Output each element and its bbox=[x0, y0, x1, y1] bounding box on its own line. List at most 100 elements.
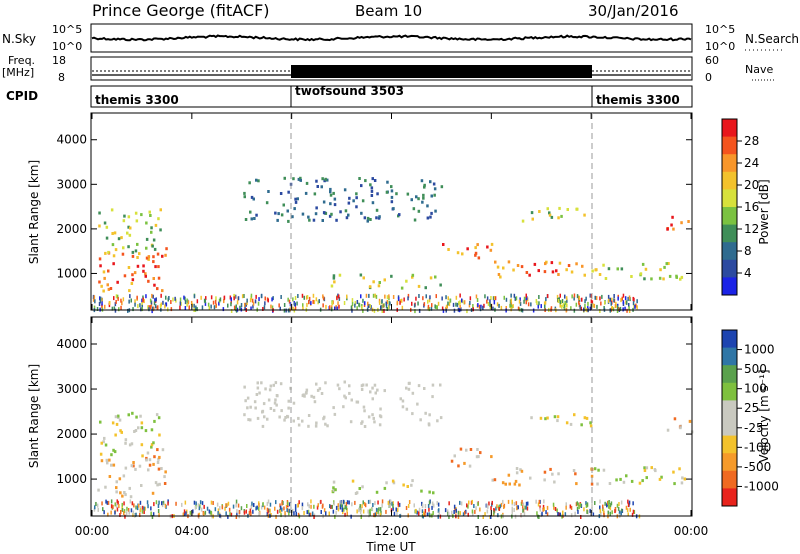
data-cell-power bbox=[100, 284, 103, 288]
data-cell-power bbox=[583, 213, 586, 217]
near-range-cell-vel bbox=[161, 503, 164, 508]
data-cell-vel bbox=[316, 388, 320, 392]
power-panel-frame bbox=[90, 112, 693, 311]
near-range-cell-vel bbox=[258, 511, 260, 516]
near-range-cell-vel bbox=[97, 507, 99, 512]
data-cell-vel bbox=[436, 419, 439, 423]
data-cell-vel bbox=[104, 443, 108, 447]
data-cell-vel bbox=[123, 491, 126, 494]
near-range-cell-vel bbox=[535, 499, 537, 504]
near-range-cell-vel bbox=[488, 501, 490, 506]
near-range-cell-vel bbox=[342, 510, 344, 515]
near-range-cell-power bbox=[458, 301, 460, 306]
near-range-cell-vel bbox=[193, 500, 196, 505]
data-cell-vel bbox=[351, 479, 355, 483]
near-range-cell-vel bbox=[135, 512, 137, 517]
near-range-cell-power bbox=[188, 305, 190, 310]
data-cell-power bbox=[282, 203, 285, 207]
near-range-cell-vel bbox=[599, 499, 601, 504]
data-cell-vel bbox=[549, 467, 552, 471]
near-range-cell-vel bbox=[392, 501, 394, 506]
near-range-cell-vel bbox=[164, 503, 167, 508]
data-cell-vel bbox=[360, 421, 363, 425]
data-cell-vel bbox=[645, 476, 648, 480]
data-cell-vel bbox=[453, 454, 456, 458]
near-range-cell-power bbox=[455, 302, 457, 307]
data-cell-vel bbox=[410, 483, 413, 487]
near-range-cell-vel bbox=[397, 501, 399, 506]
near-range-cell-power bbox=[526, 296, 528, 301]
data-cell-vel bbox=[476, 448, 479, 451]
near-range-cell-vel bbox=[276, 509, 279, 514]
near-range-cell-vel bbox=[424, 504, 427, 508]
near-range-cell-vel bbox=[333, 501, 335, 506]
data-cell-power bbox=[294, 200, 298, 204]
near-range-cell-vel bbox=[206, 506, 209, 511]
near-range-cell-vel bbox=[195, 501, 197, 506]
near-range-cell-vel bbox=[362, 509, 365, 514]
near-range-cell-power bbox=[493, 300, 496, 305]
data-cell-vel bbox=[597, 468, 600, 472]
near-range-cell-power bbox=[233, 296, 235, 301]
near-range-cell-vel bbox=[335, 510, 337, 515]
near-range-cell-power bbox=[122, 297, 125, 302]
near-range-cell-power bbox=[214, 299, 217, 304]
cbar-swatch bbox=[722, 488, 737, 507]
near-range-cell-power bbox=[378, 300, 381, 305]
data-cell-vel bbox=[392, 481, 396, 485]
near-range-cell-power bbox=[475, 294, 478, 299]
data-cell-vel bbox=[287, 406, 290, 410]
data-cell-vel bbox=[124, 441, 127, 445]
data-cell-vel bbox=[135, 415, 138, 419]
near-range-cell-power bbox=[599, 296, 601, 301]
near-range-cell-vel bbox=[543, 507, 545, 512]
data-cell-vel bbox=[278, 415, 281, 419]
data-cell-power bbox=[274, 211, 277, 215]
near-range-cell-power bbox=[264, 296, 266, 301]
near-range-cell-vel bbox=[309, 512, 312, 517]
near-range-cell-power bbox=[619, 306, 622, 311]
data-cell-power bbox=[326, 178, 329, 182]
near-range-cell-vel bbox=[359, 504, 361, 509]
near-range-cell-vel bbox=[591, 503, 593, 508]
ytick-label: 3000 bbox=[56, 382, 87, 396]
near-range-cell-vel bbox=[542, 504, 545, 509]
near-range-cell-vel bbox=[432, 511, 434, 515]
near-range-cell-power bbox=[213, 305, 216, 310]
data-cell-power bbox=[107, 269, 110, 273]
near-range-cell-power bbox=[370, 305, 372, 310]
near-range-cell-vel bbox=[522, 502, 525, 507]
near-range-cell-power bbox=[362, 308, 364, 313]
near-range-cell-vel bbox=[127, 508, 130, 512]
data-cell-power bbox=[98, 280, 101, 284]
data-cell-power bbox=[548, 211, 551, 215]
near-range-cell-vel bbox=[186, 509, 188, 514]
data-cell-vel bbox=[367, 415, 371, 419]
near-range-cell-power bbox=[479, 307, 482, 312]
near-range-cell-vel bbox=[200, 507, 203, 512]
near-range-cell-vel bbox=[346, 500, 349, 505]
near-range-cell-vel bbox=[116, 507, 119, 512]
data-cell-power bbox=[329, 202, 332, 206]
data-cell-vel bbox=[583, 416, 587, 420]
data-cell-vel bbox=[520, 469, 524, 473]
near-range-cell-power bbox=[241, 294, 244, 299]
near-range-cell-power bbox=[466, 309, 468, 314]
near-range-cell-vel bbox=[189, 510, 192, 515]
data-cell-vel bbox=[320, 392, 324, 395]
near-range-cell-vel bbox=[248, 510, 251, 515]
ytick-label: 1000 bbox=[56, 266, 87, 280]
near-range-cell-vel bbox=[576, 506, 579, 511]
data-cell-power bbox=[575, 262, 578, 266]
near-range-cell-vel bbox=[328, 511, 330, 516]
near-range-cell-vel bbox=[539, 505, 541, 510]
data-cell-power bbox=[153, 247, 157, 251]
near-range-cell-vel bbox=[263, 505, 266, 510]
near-range-cell-power bbox=[272, 296, 274, 301]
near-range-cell-power bbox=[378, 298, 381, 303]
data-cell-vel bbox=[336, 383, 340, 387]
near-range-cell-power bbox=[607, 298, 610, 303]
near-range-cell-vel bbox=[496, 504, 498, 509]
near-range-cell-vel bbox=[198, 506, 201, 511]
